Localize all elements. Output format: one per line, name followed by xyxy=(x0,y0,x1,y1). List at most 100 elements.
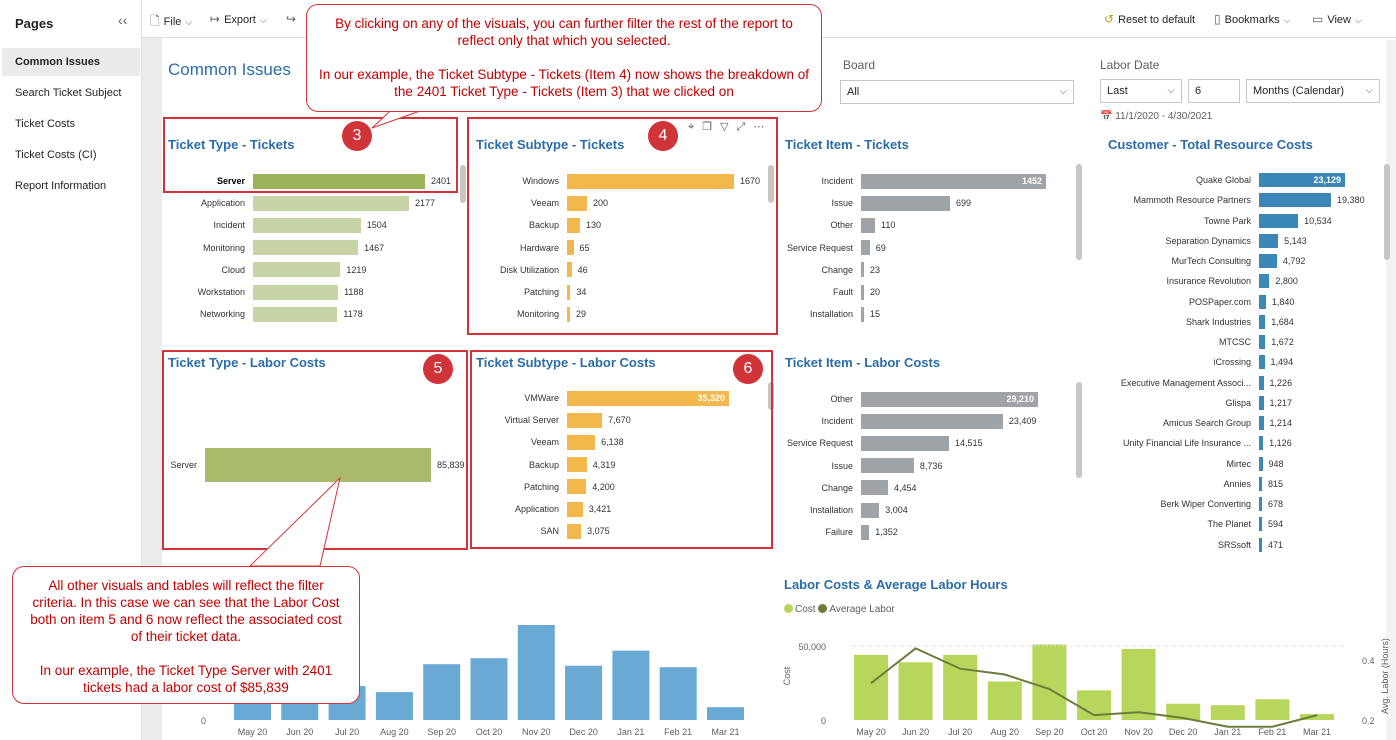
bar[interactable] xyxy=(1259,193,1332,208)
bar[interactable] xyxy=(1259,294,1266,309)
labor-date-mode-dropdown[interactable]: Last ⌵ xyxy=(1100,79,1182,103)
bar[interactable] xyxy=(205,448,431,482)
bar[interactable] xyxy=(861,306,864,322)
more-options-icon[interactable]: ⋯ xyxy=(753,121,773,133)
bar[interactable] xyxy=(567,390,729,406)
bar[interactable] xyxy=(567,412,603,428)
column-bar[interactable] xyxy=(987,681,1022,720)
filter-icon[interactable]: ▽ xyxy=(720,121,737,133)
page-tab-ticket-costs[interactable]: Ticket Costs xyxy=(15,118,76,130)
column-bar[interactable] xyxy=(470,658,508,720)
column-bar[interactable] xyxy=(612,650,650,720)
bar[interactable] xyxy=(567,262,572,278)
bar[interactable] xyxy=(1259,517,1262,532)
bar[interactable] xyxy=(861,480,888,496)
bar[interactable] xyxy=(1259,395,1264,410)
bar[interactable] xyxy=(1259,355,1265,370)
page-tab-common-issues[interactable]: Common Issues xyxy=(2,48,140,76)
bar[interactable] xyxy=(253,306,338,322)
bar[interactable] xyxy=(861,391,1038,407)
pin-icon[interactable]: ⌖ xyxy=(688,121,703,133)
bar[interactable] xyxy=(1259,233,1279,248)
column-bar[interactable] xyxy=(375,692,413,720)
column-bar[interactable] xyxy=(898,662,933,720)
bar[interactable] xyxy=(253,195,409,211)
bar[interactable] xyxy=(1259,254,1277,268)
bar[interactable] xyxy=(567,284,571,300)
bar[interactable] xyxy=(861,217,875,233)
column-bar[interactable] xyxy=(281,703,319,720)
bar[interactable] xyxy=(1259,335,1266,349)
visual-scrollbar[interactable] xyxy=(1076,164,1082,260)
bar[interactable] xyxy=(567,501,583,517)
column-bar[interactable] xyxy=(1300,714,1334,720)
bar[interactable] xyxy=(1259,173,1345,187)
column-bar[interactable] xyxy=(517,625,555,720)
column-bar[interactable] xyxy=(1255,699,1290,720)
bar[interactable] xyxy=(1259,416,1264,430)
bar[interactable] xyxy=(861,458,914,474)
labor-date-count-input[interactable]: 6 xyxy=(1188,79,1240,103)
board-dropdown[interactable]: All ⌵ xyxy=(840,80,1074,104)
visual-scrollbar[interactable] xyxy=(768,165,774,203)
column-bar[interactable] xyxy=(565,665,603,720)
copy-icon[interactable]: ❐ xyxy=(702,121,721,133)
column-bar[interactable] xyxy=(1032,644,1067,720)
bar[interactable] xyxy=(1259,537,1262,552)
bar[interactable] xyxy=(253,217,361,233)
bar[interactable] xyxy=(1259,213,1299,228)
bar[interactable] xyxy=(861,413,1003,429)
bar[interactable] xyxy=(567,523,582,539)
bar[interactable] xyxy=(567,195,587,211)
column-bar[interactable] xyxy=(707,707,744,720)
file-menu[interactable]: 🗋 File ⌵ xyxy=(150,12,192,33)
bar[interactable] xyxy=(1259,375,1264,390)
page-tab-search-ticket-subject[interactable]: Search Ticket Subject xyxy=(15,87,122,99)
column-bar[interactable] xyxy=(659,667,697,720)
bar[interactable] xyxy=(567,217,580,233)
bar[interactable] xyxy=(253,284,339,300)
reset-to-default-button[interactable]: ↺ Reset to default xyxy=(1104,12,1195,26)
share-button[interactable]: ↪ xyxy=(286,12,300,26)
bar[interactable] xyxy=(567,434,596,450)
legend-item-average-labor[interactable]: Average Labor xyxy=(818,604,895,615)
canvas-scrollbar[interactable] xyxy=(1386,40,1396,740)
bar[interactable] xyxy=(253,173,425,189)
visual-scrollbar[interactable] xyxy=(1076,382,1082,478)
collapse-pane-icon[interactable]: ‹‹ xyxy=(118,12,128,28)
bar[interactable] xyxy=(567,306,570,322)
export-menu[interactable]: ↦ Export ⌵ xyxy=(210,12,267,26)
bar[interactable] xyxy=(861,524,870,540)
bar[interactable] xyxy=(1259,436,1264,451)
bar[interactable] xyxy=(1259,314,1266,329)
bar[interactable] xyxy=(1259,274,1270,289)
bar[interactable] xyxy=(567,479,587,495)
bar[interactable] xyxy=(861,195,951,211)
labor-date-unit-dropdown[interactable]: Months (Calendar) ⌵ xyxy=(1246,79,1380,103)
column-bar[interactable] xyxy=(423,664,461,720)
bar[interactable] xyxy=(861,173,1046,189)
bar[interactable] xyxy=(567,173,734,189)
focus-mode-icon[interactable]: ⤢ xyxy=(736,121,754,133)
column-bar[interactable] xyxy=(943,654,978,720)
bar[interactable] xyxy=(1259,456,1263,471)
visual-scrollbar[interactable] xyxy=(1384,164,1390,260)
page-tab-report-information[interactable]: Report Information xyxy=(15,180,107,192)
legend-item-cost[interactable]: Cost xyxy=(784,604,816,615)
bar[interactable] xyxy=(861,284,864,300)
bar[interactable] xyxy=(253,262,341,278)
bookmarks-menu[interactable]: ▯ Bookmarks ⌵ xyxy=(1214,12,1290,26)
view-menu[interactable]: ▭ View ⌵ xyxy=(1312,12,1362,26)
bar[interactable] xyxy=(1259,476,1263,491)
column-bar[interactable] xyxy=(1210,705,1245,720)
column-bar[interactable] xyxy=(1121,648,1156,720)
bar[interactable] xyxy=(861,435,949,451)
bar[interactable] xyxy=(861,262,864,278)
bar[interactable] xyxy=(1259,497,1262,511)
column-bar[interactable] xyxy=(854,654,888,720)
bar[interactable] xyxy=(567,457,587,473)
bar[interactable] xyxy=(253,240,359,256)
visual-scrollbar[interactable] xyxy=(460,165,466,203)
bar[interactable] xyxy=(861,502,880,518)
page-tab-ticket-costs-ci[interactable]: Ticket Costs (CI) xyxy=(15,149,97,161)
